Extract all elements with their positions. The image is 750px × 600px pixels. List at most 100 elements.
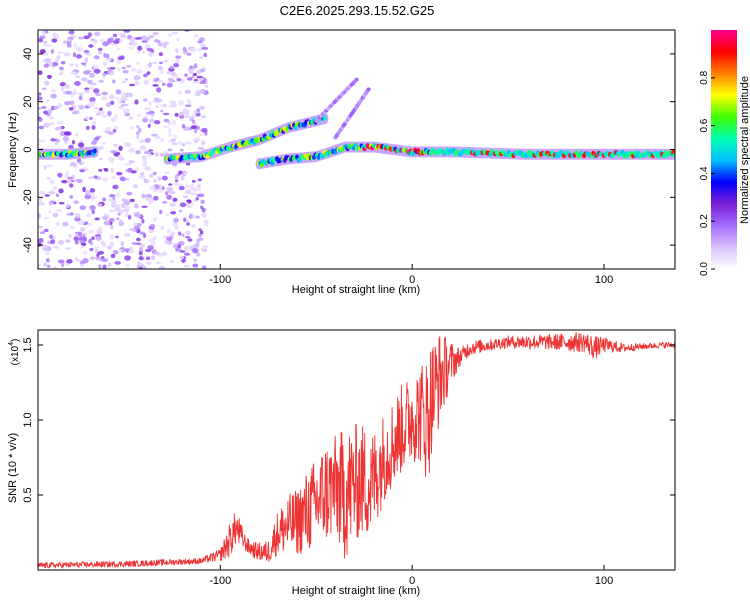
spectrogram-noise-point: [57, 103, 63, 108]
x-tick-label: -100: [209, 575, 231, 587]
spectrogram-noise-point: [78, 162, 83, 165]
spectrogram-noise-point: [38, 112, 41, 116]
spectrogram-noise-point: [144, 115, 148, 119]
spectrogram-noise-point: [110, 253, 116, 259]
spectrogram-noise-point: [160, 225, 164, 231]
spectrogram-noise-point: [148, 118, 155, 124]
spectrogram-noise-point: [97, 203, 103, 207]
spectrogram-noise-point: [147, 123, 151, 128]
spectrogram-noise-point: [57, 51, 64, 54]
spectrogram-noise-point: [93, 106, 99, 110]
spectrogram-noise-point: [38, 143, 41, 146]
spectrogram-noise-point: [157, 176, 162, 181]
spectrogram-noise-point: [38, 70, 43, 76]
spectrogram-noise-point: [155, 261, 161, 265]
spectrogram-noise-point: [89, 188, 96, 193]
spectrogram-noise-point: [152, 31, 159, 36]
spectrogram-noise-point: [137, 45, 143, 51]
spectrogram-noise-point: [88, 44, 94, 48]
figure-title: C2E6.2025.293.15.52.G25: [280, 3, 435, 18]
y-tick-label: 20: [22, 96, 34, 108]
spectrogram-noise-point: [71, 140, 76, 145]
spectrogram-noise-point: [148, 35, 155, 39]
spectrogram-noise-point: [112, 129, 117, 133]
spectrogram-noise-point: [73, 200, 79, 205]
spectrogram-noise-point: [160, 109, 164, 113]
spectrogram-noise-point: [73, 89, 77, 95]
spectrogram-noise-point: [75, 46, 83, 52]
spectrogram-noise-point: [141, 205, 148, 209]
spectrogram-noise-point: [128, 147, 135, 153]
spectrogram-noise-point: [148, 100, 152, 106]
spectrogram-noise-point: [197, 146, 204, 151]
spectrogram-noise-point: [201, 212, 207, 218]
spectrogram-noise-point: [84, 87, 90, 90]
y-tick-label: 0: [22, 146, 34, 152]
spectrogram-branch-point: [354, 77, 359, 82]
spectrogram-noise-point: [163, 59, 169, 63]
spectrogram-noise-point: [122, 103, 129, 107]
spectrogram-noise-point: [157, 40, 161, 44]
spectrogram-noise-point: [120, 241, 125, 247]
spectrogram-noise-point: [46, 264, 51, 268]
spectrogram-noise-point: [146, 71, 151, 75]
spectrogram-noise-point: [182, 108, 187, 113]
spectrogram-noise-point: [142, 159, 148, 165]
spectrogram-noise-point: [95, 248, 99, 253]
spectrogram-noise-point: [97, 146, 104, 150]
spectrogram-noise-point: [136, 131, 140, 135]
spectrogram-noise-point: [129, 36, 136, 43]
spectrogram-noise-point: [193, 78, 199, 82]
spectrogram-noise-point: [48, 210, 52, 214]
spectrogram-noise-point: [141, 50, 146, 55]
spectrogram-noise-point: [118, 105, 124, 110]
spectrogram-noise-point: [194, 122, 198, 126]
spectrogram-noise-point: [112, 33, 118, 38]
spectrogram-noise-point: [177, 141, 183, 145]
spectrogram-noise-point: [94, 217, 100, 221]
spectrogram-noise-point: [47, 109, 53, 114]
spectrogram-noise-point: [70, 100, 75, 106]
spectrogram-noise-point: [90, 101, 96, 106]
spectrogram-noise-point: [167, 128, 172, 134]
spectrogram-noise-point: [138, 266, 143, 269]
spectrogram-noise-point: [89, 116, 93, 121]
spectrogram-noise-point: [193, 80, 199, 84]
spectrogram-noise-point: [48, 61, 54, 67]
spectrogram-noise-point: [163, 125, 170, 129]
spectrogram-noise-point: [181, 124, 186, 129]
spectrogram-noise-point: [157, 79, 164, 83]
spectrogram-noise-point: [38, 107, 42, 110]
spectrogram-noise-point: [39, 197, 43, 202]
spectrogram-noise-point: [173, 182, 180, 186]
spectrogram-noise-point: [110, 167, 115, 174]
spectrogram-noise-point: [108, 67, 116, 70]
spectrogram-noise-point: [108, 218, 115, 223]
spectrogram-noise-point: [153, 195, 159, 201]
spectrogram-noise-point: [201, 127, 208, 133]
spectrogram-noise-point: [46, 258, 50, 263]
spectrogram-noise-point: [143, 179, 150, 184]
spectrogram-noise-point: [174, 58, 181, 63]
spectrogram-noise-point: [201, 46, 209, 50]
spectrogram-noise-point: [69, 225, 75, 229]
spectrogram-noise-point: [82, 251, 88, 255]
spectrogram-noise-point: [43, 262, 48, 267]
spectrogram-noise-point: [87, 79, 93, 84]
spectrogram-noise-point: [139, 231, 146, 235]
spectrogram-panel: -100 0 100 -40 -20 0 20 40 Height of straight …: [7, 29, 676, 296]
spectrogram-noise-point: [141, 193, 146, 199]
spectrogram-noise-point: [105, 57, 112, 62]
spectrogram-noise-point: [175, 48, 179, 53]
spectrogram-noise-point: [46, 164, 54, 168]
y-tick-label: 1.0: [22, 412, 34, 427]
spectrogram-noise-point: [38, 38, 43, 43]
spectrogram-noise-point: [73, 42, 78, 48]
spectrogram-noise-point: [145, 256, 151, 261]
spectrogram-noise-point: [74, 216, 81, 222]
spectrogram-noise-point: [44, 80, 50, 86]
spectrogram-noise-point: [84, 57, 89, 63]
spectrogram-noise-point: [134, 99, 139, 105]
spectrogram-noise-point: [77, 36, 85, 40]
spectrogram-noise-point: [168, 133, 173, 137]
